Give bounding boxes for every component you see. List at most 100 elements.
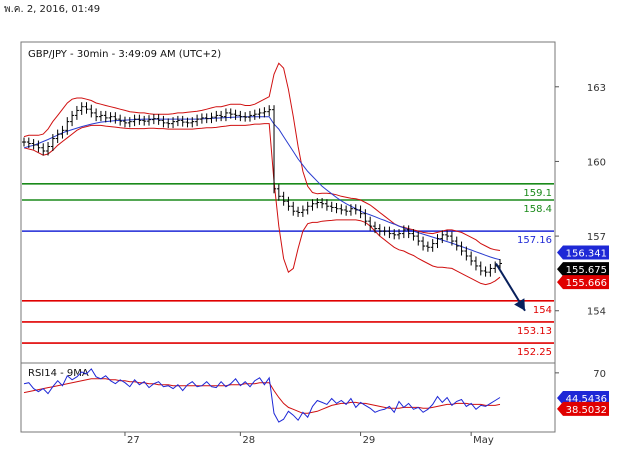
level-label-0: 159.1	[523, 188, 552, 199]
candle-24	[137, 114, 142, 125]
level-label-2: 157.16	[517, 235, 552, 246]
candle-36	[195, 114, 200, 127]
candle-66	[339, 204, 344, 215]
candle-85	[430, 239, 435, 252]
candle-18	[108, 112, 113, 123]
candle-83	[421, 236, 426, 251]
level-label-1: 158.4	[523, 204, 552, 215]
candle-17	[103, 110, 108, 123]
candle-7	[55, 129, 60, 144]
candle-47	[247, 110, 252, 122]
candle-2	[31, 139, 36, 150]
x-tick-label-2: 29	[363, 435, 376, 446]
y-tick-label-2: 157	[587, 232, 606, 243]
candle-23	[132, 114, 137, 127]
candle-16	[98, 110, 103, 122]
candle-64	[329, 201, 334, 212]
candle-76	[387, 226, 392, 239]
rsi-tag-0: 44.5436	[557, 390, 609, 405]
candle-37	[199, 113, 204, 124]
candle-56	[291, 201, 296, 216]
price-tag-0-text: 156.341	[566, 248, 607, 259]
rsi-tag-0-text: 44.5436	[566, 394, 607, 405]
candle-21	[122, 116, 127, 128]
candle-38	[204, 113, 209, 124]
candle-81	[411, 229, 416, 241]
candle-12	[79, 102, 84, 115]
arrow-layer	[495, 262, 526, 312]
price-tag-2: 155.666	[557, 275, 609, 290]
trend-arrow-head	[514, 298, 525, 311]
candle-82	[416, 231, 421, 246]
rsi-tag-1-text: 38.5032	[566, 405, 607, 416]
candle-72	[368, 216, 373, 231]
candle-4	[41, 143, 46, 156]
rsi-layer	[23, 368, 501, 423]
candle-59	[305, 201, 310, 215]
price-tag-2-text: 155.666	[566, 278, 607, 289]
candle-11	[74, 105, 79, 120]
candle-52	[272, 105, 277, 194]
candle-68	[348, 204, 353, 216]
candle-73	[372, 221, 377, 234]
candle-3	[36, 140, 41, 153]
candle-87	[440, 230, 445, 244]
candle-34	[185, 117, 190, 128]
candle-50	[262, 107, 267, 118]
level-label-5: 152.25	[517, 347, 552, 358]
candle-42	[223, 108, 228, 122]
bands-layer	[23, 62, 501, 286]
candle-55	[286, 196, 291, 211]
candle-74	[377, 224, 382, 236]
candle-13	[84, 102, 89, 114]
candle-49	[257, 108, 262, 119]
y-tick-label-0: 163	[587, 83, 606, 94]
candle-91	[459, 241, 464, 256]
candle-79	[401, 225, 406, 239]
rsi-line	[23, 368, 501, 423]
candle-71	[363, 209, 368, 226]
candle-63	[324, 199, 329, 211]
candle-40	[214, 110, 219, 122]
timestamp: พ.ค. 2, 2016, 01:49	[4, 4, 101, 15]
chart-title: GBP/JPY - 30min - 3:49:09 AM (UTC+2)	[28, 49, 221, 60]
candle-33	[180, 115, 185, 127]
candle-19	[113, 112, 118, 124]
candle-90	[454, 236, 459, 251]
candle-26	[147, 115, 152, 126]
candle-51	[267, 105, 272, 117]
candle-39	[209, 112, 214, 124]
rsi-tag-1: 38.5032	[557, 401, 609, 416]
candle-97	[488, 263, 493, 277]
price-tag-1-text: 155.675	[566, 265, 607, 276]
candle-75	[382, 226, 387, 236]
candle-14	[89, 104, 94, 118]
candle-69	[353, 204, 358, 215]
level-label-3: 154	[533, 305, 552, 316]
x-tick-label-3: May	[473, 435, 494, 446]
candle-22	[127, 117, 132, 128]
candle-30	[166, 118, 171, 129]
candle-45	[238, 110, 243, 122]
candle-84	[425, 241, 430, 252]
candle-0	[22, 137, 26, 147]
candle-28	[156, 114, 161, 125]
candle-46	[243, 112, 248, 122]
candle-25	[142, 115, 147, 126]
candle-35	[190, 117, 195, 128]
candle-48	[252, 109, 257, 120]
candle-62	[320, 198, 325, 209]
rsi-panel	[20, 362, 556, 433]
candle-89	[449, 231, 454, 246]
bollinger-lower	[23, 123, 501, 286]
candle-93	[469, 251, 474, 266]
rsi-ma-line	[23, 378, 501, 414]
levels-layer: 159.1 158.4 157.16 154 153.13 152.25	[22, 183, 554, 358]
candle-6	[50, 134, 55, 151]
candle-5	[46, 142, 51, 156]
candle-44	[233, 109, 238, 120]
price-tag-0: 156.341	[557, 245, 609, 260]
candle-70	[358, 205, 363, 219]
candle-78	[397, 229, 402, 240]
candle-27	[151, 114, 156, 125]
